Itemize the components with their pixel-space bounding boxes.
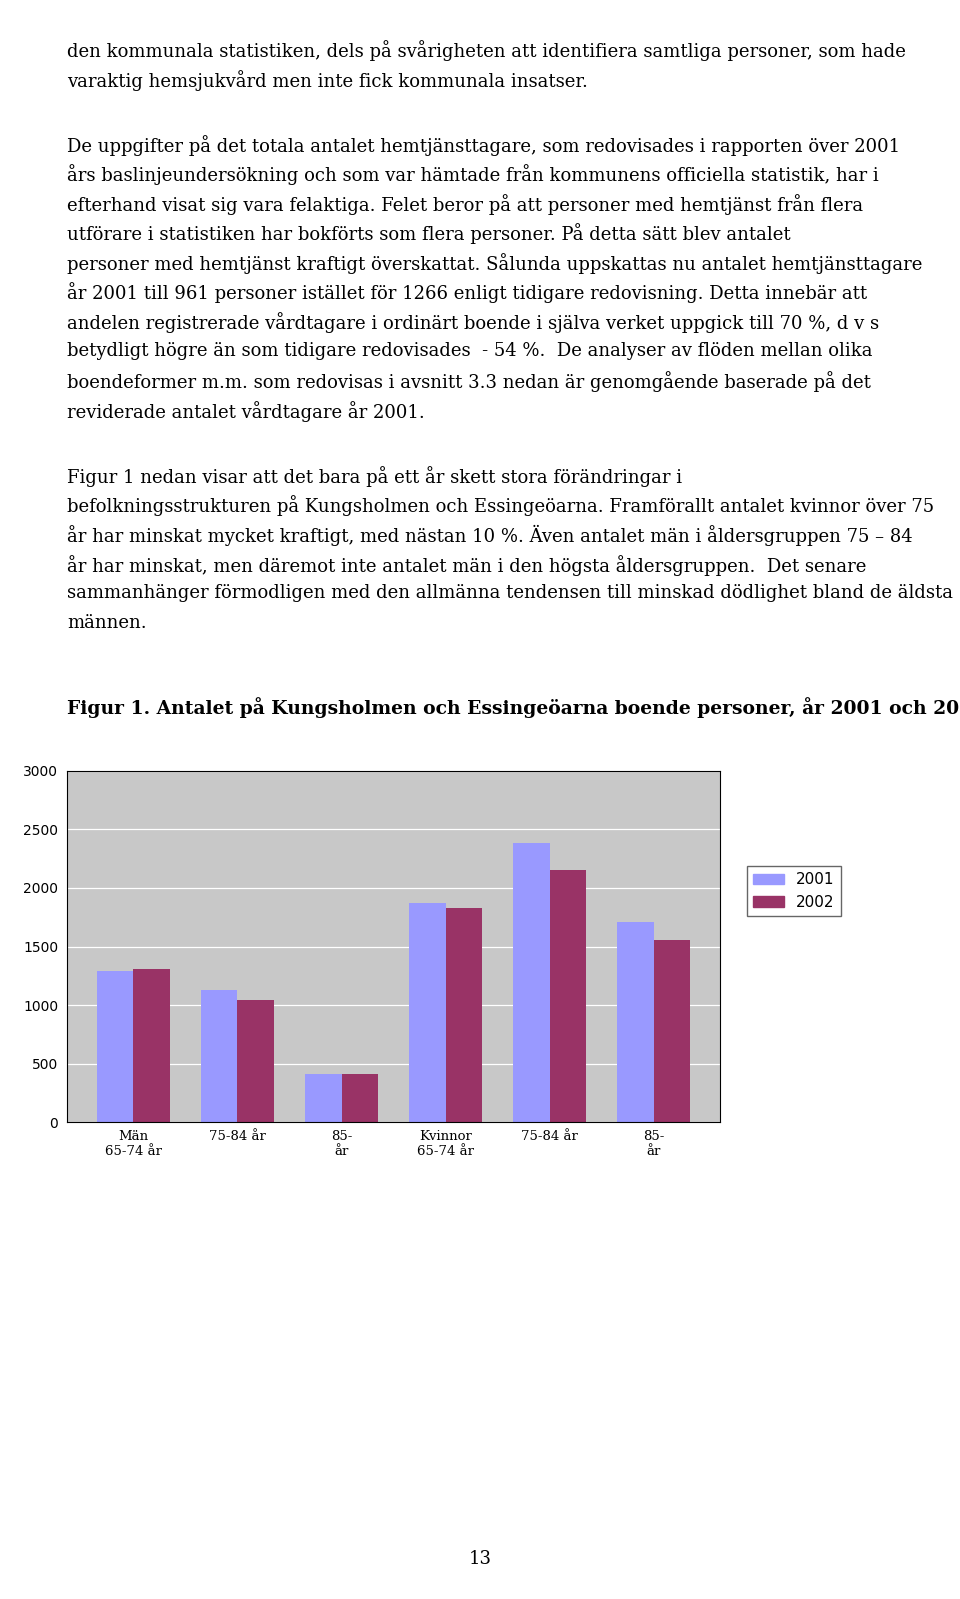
Bar	[617, 923, 654, 1122]
Text: personer med hemtjänst kraftigt överskattat. Sålunda uppskattas nu antalet hemtj: personer med hemtjänst kraftigt överskat…	[67, 253, 923, 273]
Text: De uppgifter på det totala antalet hemtjänsttagare, som redovisades i rapporten : De uppgifter på det totala antalet hemtj…	[67, 134, 900, 155]
Text: 13: 13	[468, 1549, 492, 1569]
Text: reviderade antalet vårdtagare år 2001.: reviderade antalet vårdtagare år 2001.	[67, 401, 425, 422]
Text: år har minskat mycket kraftigt, med nästan 10 %. Även antalet män i åldersgruppe: år har minskat mycket kraftigt, med näst…	[67, 524, 913, 547]
Text: Figur 1 nedan visar att det bara på ett år skett stora förändringar i: Figur 1 nedan visar att det bara på ett …	[67, 465, 683, 488]
Text: männen.: männen.	[67, 614, 147, 632]
Text: års baslinjeundersökning och som var hämtade från kommunens officiella statistik: års baslinjeundersökning och som var häm…	[67, 165, 879, 185]
Text: den kommunala statistiken, dels på svårigheten att identifiera samtliga personer: den kommunala statistiken, dels på svåri…	[67, 40, 906, 61]
Bar	[133, 969, 170, 1122]
Text: efterhand visat sig vara felaktiga. Felet beror på att personer med hemtjänst fr: efterhand visat sig vara felaktiga. Fele…	[67, 193, 863, 214]
Text: år 2001 till 961 personer istället för 1266 enligt tidigare redovisning. Detta i: år 2001 till 961 personer istället för 1…	[67, 283, 867, 304]
Text: år har minskat, men däremot inte antalet män i den högsta åldersgruppen.  Det se: år har minskat, men däremot inte antalet…	[67, 555, 867, 576]
Text: boendeformer m.m. som redovisas i avsnitt 3.3 nedan är genomgående baserade på d: boendeformer m.m. som redovisas i avsnit…	[67, 371, 871, 392]
Text: varaktig hemsjukvård men inte fick kommunala insatser.: varaktig hemsjukvård men inte fick kommu…	[67, 69, 588, 91]
Bar	[514, 843, 550, 1122]
Bar	[201, 990, 237, 1122]
Text: betydligt högre än som tidigare redovisades  - 54 %.  De analyser av flöden mell: betydligt högre än som tidigare redovisa…	[67, 342, 873, 360]
Bar	[550, 870, 587, 1122]
Legend: 2001, 2002: 2001, 2002	[747, 867, 841, 916]
Text: Figur 1. Antalet på Kungsholmen och Essingeöarna boende personer, år 2001 och 20: Figur 1. Antalet på Kungsholmen och Essi…	[67, 697, 960, 718]
Bar	[305, 1075, 342, 1122]
Text: utförare i statistiken har bokförts som flera personer. På detta sätt blev antal: utförare i statistiken har bokförts som …	[67, 224, 791, 245]
Bar	[342, 1075, 378, 1122]
Text: sammanhänger förmodligen med den allmänna tendensen till minskad dödlighet bland: sammanhänger förmodligen med den allmänn…	[67, 584, 953, 603]
Bar	[654, 940, 690, 1122]
Bar	[409, 903, 445, 1122]
Bar	[237, 999, 274, 1122]
Bar	[445, 908, 482, 1122]
Bar	[97, 971, 133, 1122]
Text: andelen registrerade vårdtagare i ordinärt boende i själva verket uppgick till 7: andelen registrerade vårdtagare i ordinä…	[67, 312, 879, 333]
Text: befolkningsstrukturen på Kungsholmen och Essingeöarna. Framförallt antalet kvinn: befolkningsstrukturen på Kungsholmen och…	[67, 496, 934, 516]
